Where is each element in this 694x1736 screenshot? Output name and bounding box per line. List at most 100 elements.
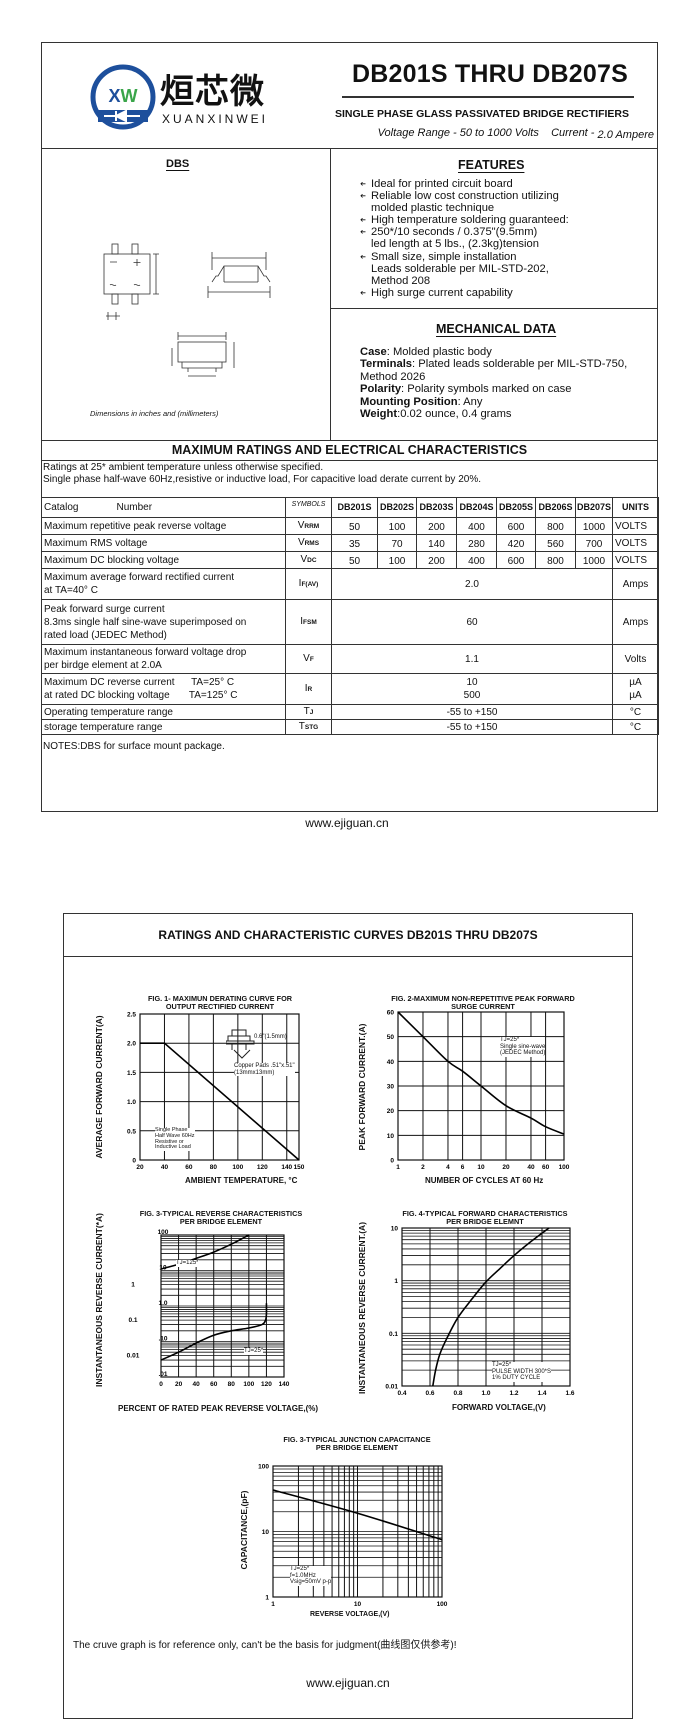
x-tick-label: 0.8 [453, 1390, 462, 1397]
y-tick-label: 40 [387, 1059, 395, 1066]
x-tick-label: 20 [175, 1381, 183, 1388]
ratings-note: Ratings at 25* ambient temperature unles… [43, 462, 324, 473]
y-tick-label: 2.0 [127, 1041, 136, 1048]
ratings-title: MAXIMUM RATINGS AND ELECTRICAL CHARACTER… [171, 443, 528, 457]
fig3-ylabel: INSTANTANEOUS REVERSE CURRENT(*A) [94, 1213, 104, 1387]
fig1-annotation-line: Half Wave 60Hz [155, 1132, 195, 1139]
x-tick-label: 150 [294, 1164, 305, 1171]
fig2-annotation-line: Single sine-wave [500, 1043, 546, 1050]
parameter-label-line: Maximum repetitive peak reverse voltage [44, 520, 227, 532]
y-tick-label: 1.0 [158, 1300, 167, 1307]
x-tick-label: 10 [354, 1601, 362, 1608]
fig5-title: FIG. 3-TYPICAL JUNCTION CAPACITANCE PER B… [262, 1436, 452, 1452]
y-tick-outer-label: 0.01 [127, 1353, 140, 1360]
y-tick-label: 50 [387, 1034, 395, 1041]
x-tick-label: 1.4 [537, 1390, 546, 1397]
datasheet-page-1 [41, 42, 658, 812]
mechanical-item: Terminals: Plated leads solderable per M… [360, 358, 627, 370]
website-link[interactable]: www.ejiguan.cn [305, 816, 389, 830]
unit-line: VOLTS [615, 554, 648, 566]
value-line: -55 to +150 [446, 721, 498, 733]
fig2-annotation-line: (JEDEC Method) [500, 1050, 546, 1057]
parameter-label-line: Maximum instantaneous forward voltage dr… [44, 647, 247, 658]
parameter-label-line: at TA=40° C [44, 585, 98, 596]
y-tick-label: 2.5 [127, 1012, 136, 1019]
voltage-range-text: Voltage Range - 50 to 1000 Volts [377, 127, 539, 139]
parameter-label-line: Peak forward surge current [44, 603, 165, 615]
x-tick-label: 20 [136, 1164, 144, 1171]
fig1-annotation: Copper Pads .51"x.51" (13mmx13mm) [234, 1063, 295, 1077]
fig1-annotation-line: Single Phase [155, 1127, 188, 1133]
symbol-main: T [303, 706, 310, 717]
parameter-label-line: storage temperature range [44, 721, 163, 733]
parameter-label-line: rated load (JEDEC Method) [44, 629, 167, 641]
fig1-annotation-line: Resistive or [155, 1138, 184, 1145]
fig5-annotation-line: TJ=25* [290, 1566, 310, 1572]
feature-item: High surge current capability [360, 287, 569, 299]
datasheet-page-2 [63, 913, 633, 1719]
fig1-annotation: 0.6"(1.5mm) [254, 1034, 287, 1040]
y-tick-label: 0.5 [127, 1128, 136, 1135]
plot-frame [272, 1465, 443, 1598]
divider [41, 460, 658, 461]
fig1-title-line: FIG. 1- MAXIMUN DERATING CURVE FOR [147, 994, 293, 1003]
unit-cell: VOLTS [612, 551, 659, 569]
parameter-label-line: 8.3ms single half sine-wave superimposed… [44, 616, 247, 628]
fig4-curve [432, 1227, 550, 1387]
x-tick-label: 20 [502, 1164, 510, 1171]
x-tick-label: 1 [396, 1164, 400, 1171]
mechanical-item: Method 2026 [360, 371, 627, 383]
fig4-title-line: PER BRIDGE ELEMNT [446, 1217, 524, 1226]
fig1-annotation: Single Phase Half Wave 60Hz Resistive or In… [155, 1127, 195, 1152]
x-tick-label: 2 [421, 1164, 425, 1171]
x-tick-label: 100 [243, 1381, 254, 1388]
value-cell: -55 to +150 [331, 719, 613, 735]
unit-line: Amps [622, 578, 649, 590]
value-line: 10 [466, 677, 478, 688]
unit-line: °C [629, 721, 642, 733]
feature-item: High temperature soldering guaranteed: [360, 214, 569, 226]
mechanical-value: : Polarity symbols marked on case [401, 383, 572, 396]
table-row: Maximum DC blocking voltage VDC 50 100 200 40… [41, 551, 659, 569]
unit-line: °C [629, 706, 642, 718]
mechanical-item: Case: Molded plastic body [360, 346, 627, 358]
divider [41, 440, 658, 441]
unit-cell: Amps [612, 599, 659, 645]
divider [330, 308, 658, 309]
fig1-annotation-line: Inductive Load [155, 1144, 191, 1151]
package-title: DBS [166, 158, 190, 170]
parameter-label: storage temperature range [41, 719, 286, 735]
unit-line: Amps [622, 616, 649, 628]
x-tick-label: 120 [257, 1164, 268, 1171]
ratings-notes: Ratings at 25* ambient temperature unles… [43, 462, 481, 485]
curves-disclaimer: The cruve graph is for reference only, c… [73, 1640, 457, 1651]
fig2-title-line: FIG. 2-MAXIMUM NON-REPETITIVE PEAK FORWA… [391, 994, 575, 1003]
x-tick-label: 0.4 [397, 1390, 406, 1397]
plot-frame [160, 1234, 285, 1378]
symbol-subscript: STG [304, 724, 319, 731]
y-tick-outer-label: 0.1 [128, 1317, 137, 1324]
fig4-xlabel: FORWARD VOLTAGE,(V) [452, 1403, 546, 1412]
unit-line: VOLTS [615, 520, 648, 532]
voltage-range: Voltage Range - 50 to 1000 Volts Current… [377, 127, 654, 141]
svg-text:XW: XW [108, 86, 137, 106]
y-tick-label: 100 [158, 1229, 169, 1236]
value-line: 2.0 [465, 578, 479, 590]
website-link[interactable]: www.ejiguan.cn [306, 1676, 390, 1690]
x-tick-label: 1.0 [481, 1390, 490, 1397]
fig4-annotation-line: 1% DUTY CYCLE [492, 1375, 541, 1382]
fig1-annotation-line: (13mmx13mm) [234, 1069, 275, 1076]
unit-cell: µA µA [612, 673, 659, 705]
value-cell: 60 [331, 599, 613, 645]
x-tick-label: 6 [461, 1164, 465, 1171]
y-tick-label: 1 [265, 1595, 269, 1602]
curves-page-title: RATINGS AND CHARACTERISTIC CURVES DB201S… [158, 928, 538, 942]
x-tick-label: 60 [210, 1381, 218, 1388]
fig2-curve [397, 1011, 565, 1135]
fig3-title: FIG. 3-TYPICAL REVERSE CHARACTERISTICS PE… [126, 1210, 316, 1226]
x-tick-label: 80 [210, 1164, 218, 1171]
parameter-label: Maximum DC blocking voltage [41, 551, 286, 569]
feature-item: Ideal for printed circuit board [360, 178, 569, 190]
fig3-series-label: TJ=25* [244, 1348, 264, 1355]
